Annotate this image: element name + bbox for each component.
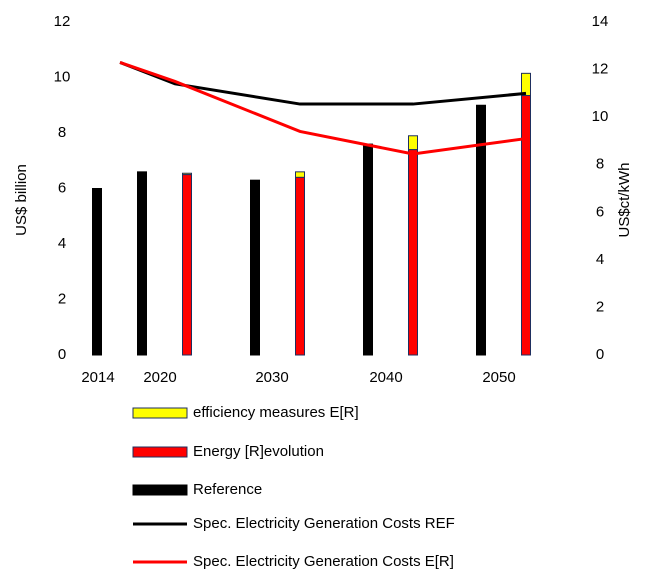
legend-swatch xyxy=(132,407,188,419)
bar xyxy=(250,179,260,356)
y-tick-label: 12 xyxy=(54,13,71,30)
bar xyxy=(295,171,305,178)
y-tick-label: 2 xyxy=(58,290,66,307)
y2-tick-label: 10 xyxy=(592,108,609,125)
y2-tick-label: 12 xyxy=(592,61,609,78)
bar xyxy=(295,176,305,356)
bar xyxy=(182,174,192,356)
x-tick-label: 2014 xyxy=(81,369,114,386)
y2-tick-label: 2 xyxy=(596,298,604,315)
y2-tick-label: 0 xyxy=(596,346,604,363)
y2-tick-label: 8 xyxy=(596,156,604,173)
y-axis-label: US$ billion xyxy=(13,164,30,236)
legend-swatch xyxy=(132,446,188,458)
x-tick-label: 2040 xyxy=(369,369,402,386)
legend-label: Spec. Electricity Generation Costs REF xyxy=(193,515,455,532)
bar xyxy=(521,95,531,356)
y-tick-label: 10 xyxy=(54,68,71,85)
bar xyxy=(476,104,486,356)
bar xyxy=(408,149,418,356)
y2-tick-label: 4 xyxy=(596,251,604,268)
legend-label: Spec. Electricity Generation Costs E[R] xyxy=(193,553,454,570)
legend-swatch xyxy=(132,484,188,496)
bar xyxy=(92,188,102,356)
y2-tick-label: 14 xyxy=(592,13,609,30)
y-tick-label: 4 xyxy=(58,235,66,252)
legend-label: Reference xyxy=(193,481,262,498)
bar xyxy=(137,171,147,356)
x-tick-label: 2050 xyxy=(482,369,515,386)
bar xyxy=(408,135,418,151)
y-tick-label: 8 xyxy=(58,124,66,141)
x-tick-label: 2020 xyxy=(143,369,176,386)
y-tick-label: 0 xyxy=(58,346,66,363)
bar xyxy=(363,143,373,356)
y-tick-label: 6 xyxy=(58,179,66,196)
legend-label: Energy [R]evolution xyxy=(193,443,324,460)
line xyxy=(119,61,527,156)
y2-axis-label: US$ct/kWh xyxy=(616,162,633,237)
x-tick-label: 2030 xyxy=(255,369,288,386)
y2-tick-label: 6 xyxy=(596,203,604,220)
legend-label: efficiency measures E[R] xyxy=(193,404,359,421)
